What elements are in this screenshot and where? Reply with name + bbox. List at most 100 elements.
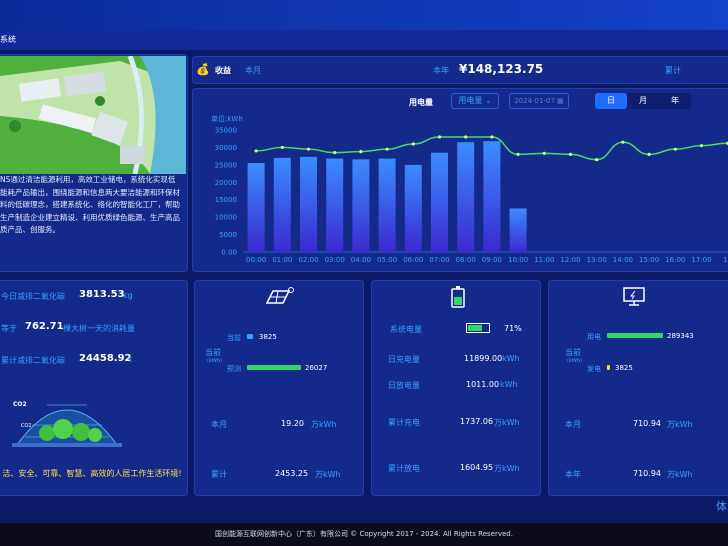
- tab-year[interactable]: 年: [659, 93, 691, 109]
- co2-label-2: CO2: [21, 423, 32, 429]
- solar-total-value: 2453.25: [275, 469, 309, 478]
- solar-panel-icon: [265, 287, 294, 304]
- line-point: [568, 152, 573, 156]
- bar: [404, 164, 422, 252]
- bar: [431, 152, 448, 252]
- x-tick-label: 13:00: [587, 256, 607, 264]
- grid-year-value: 710.94: [633, 469, 661, 478]
- solar-actual-value: 3825: [259, 333, 277, 341]
- income-period: 本月: [245, 66, 261, 75]
- line-point: [673, 147, 677, 151]
- eco-dome-illustration: [12, 404, 122, 447]
- income-panel: 💰 收益 本月 本年 ¥148,123.75 累计: [192, 56, 728, 84]
- grid-use-value: 289343: [667, 332, 694, 340]
- carbon-equal-desc: 棵大树一天的消耗量: [63, 324, 135, 333]
- tab-month-label: 月: [639, 96, 647, 105]
- tab-day-label: 日: [607, 96, 615, 105]
- storage-total-charge-value: 1737.06: [460, 417, 494, 426]
- tab-month[interactable]: 月: [627, 93, 659, 109]
- battery-icon: [451, 286, 465, 308]
- bar: [247, 163, 265, 252]
- bar: [326, 158, 344, 252]
- carbon-slogan: 洁、安全、可靠、智慧、高效的人居工作生活环境!: [2, 469, 182, 478]
- y-tick-label: 5000: [219, 231, 237, 239]
- y-tick-label: 25000: [215, 161, 237, 169]
- grid-year-label: 本年: [565, 470, 581, 479]
- chart-type-select[interactable]: 用电量 ⌄: [451, 93, 499, 109]
- solar-forecast-bar: [247, 365, 301, 370]
- x-tick-label: 00:00: [246, 256, 266, 264]
- solar-forecast-value: 26027: [305, 364, 328, 372]
- monitor-icon: [623, 287, 645, 306]
- energy-chart: 单位:kWh 0.00 5000 10000 15000 20000 25000 30000 3…: [211, 114, 728, 264]
- grid-gen-bar: [607, 365, 610, 370]
- co2-label-1: CO2: [13, 401, 27, 408]
- solar-total-label: 累计: [211, 470, 227, 479]
- carbon-total-value: 24458.92: [79, 353, 132, 364]
- storage-soc-fill: [468, 325, 483, 331]
- storage-soc-gauge: [466, 323, 490, 333]
- footer: 国创能源互联网创新中心（广东）有限公司 © Copyright 2017 - 2…: [0, 523, 728, 546]
- chevron-down-icon: ⌄: [484, 96, 492, 105]
- x-tick-label: 02:00: [298, 256, 318, 264]
- tab-day[interactable]: 日: [595, 93, 627, 109]
- x-tick-label: 01:00: [272, 256, 292, 264]
- carbon-today-value: 3813.53: [79, 289, 125, 300]
- line-point: [595, 158, 599, 162]
- chart-panel: 用电量 用电量 ⌄ 2024-01-07 ▦ 日 月 年 单位:kWh 0.00 5…: [192, 88, 728, 272]
- solar-current-unit: (kWh): [207, 358, 222, 364]
- grid-gen-label: 发电: [587, 365, 601, 373]
- date-picker-value: 2024-01-07: [514, 97, 555, 105]
- storage-soc-value: 71%: [504, 324, 522, 333]
- solar-current-label: 当前: [205, 348, 221, 357]
- line-point: [621, 140, 625, 144]
- x-tick-label: 15:00: [639, 256, 659, 264]
- x-tick-label: 08:00: [456, 256, 476, 264]
- storage-day-charge-value: 11899.00: [464, 354, 503, 363]
- money-bag-icon: 💰: [196, 63, 210, 76]
- calendar-icon: ▦: [557, 97, 564, 105]
- storage-total-discharge-value: 1604.95: [460, 463, 494, 472]
- bar: [352, 159, 370, 252]
- date-picker[interactable]: 2024-01-07 ▦: [509, 93, 569, 109]
- grid-month-label: 本月: [565, 420, 581, 429]
- line-point: [411, 142, 415, 146]
- sub-bar: 系统: [0, 30, 728, 50]
- income-total-label: 累计: [665, 66, 681, 75]
- x-tick-label: 12:00: [560, 256, 580, 264]
- storage-day-charge-label: 日充电量: [388, 355, 420, 364]
- grid-panel: 用电 289343 当前 (kWh) 发电 3825 本月 710.94 万kW…: [548, 280, 728, 496]
- y-tick-label: 20000: [215, 179, 237, 187]
- grid-month-unit: 万kWh: [667, 420, 693, 429]
- solar-month-label: 本月: [211, 420, 227, 429]
- y-tick-label: 10000: [215, 214, 237, 222]
- income-year-label: 本年: [433, 66, 449, 75]
- x-tick-label: 14:00: [613, 256, 633, 264]
- line-point: [516, 152, 520, 156]
- line-point: [254, 149, 258, 153]
- y-tick-label: 35000: [215, 127, 237, 135]
- bar: [378, 158, 396, 252]
- y-tick-label: 0.00: [221, 249, 237, 257]
- campus-map: [0, 56, 186, 174]
- grid-use-label: 用电: [587, 333, 601, 341]
- x-tick-label: 05:00: [377, 256, 397, 264]
- bar: [483, 141, 501, 252]
- grid-month-value: 710.94: [633, 419, 661, 428]
- x-tick-label: 18: [723, 256, 728, 264]
- line-point: [359, 150, 363, 154]
- chart-type-select-value: 用电量: [458, 96, 483, 105]
- grid-current-unit: (kWh): [567, 358, 582, 364]
- storage-soc-label: 系统电量: [390, 325, 422, 334]
- line-point: [437, 135, 442, 139]
- x-tick-label: 03:00: [325, 256, 345, 264]
- grid-current-label: 当前: [565, 348, 581, 357]
- y-axis-label: 单位:kWh: [211, 114, 243, 123]
- top-bar: [0, 0, 728, 30]
- x-tick-label: 06:00: [403, 256, 423, 264]
- x-tick-label: 04:00: [351, 256, 371, 264]
- line-point: [464, 135, 468, 139]
- tab-year-label: 年: [671, 96, 679, 105]
- page-subtitle: 系统: [0, 35, 16, 44]
- storage-total-charge-unit: 万kWh: [494, 418, 520, 427]
